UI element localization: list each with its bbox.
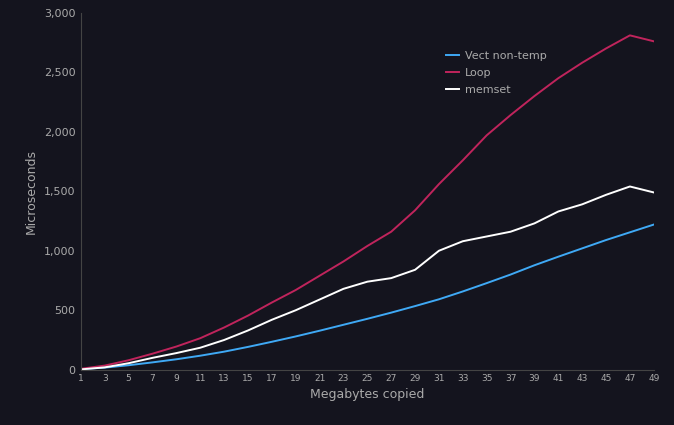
Loop <box>100 363 109 368</box>
Vect non-temp <box>148 360 156 365</box>
Loop <box>244 313 252 318</box>
Vect non-temp <box>315 328 324 333</box>
memset <box>435 248 443 253</box>
Loop <box>196 336 204 341</box>
memset <box>244 328 252 333</box>
Loop <box>173 344 181 349</box>
memset <box>173 351 181 356</box>
Vect non-temp <box>650 222 658 227</box>
Loop <box>363 244 371 249</box>
Loop <box>292 287 300 292</box>
memset <box>148 355 156 360</box>
Vect non-temp <box>77 367 85 372</box>
Loop <box>77 366 85 371</box>
Loop <box>650 39 658 44</box>
Vect non-temp <box>125 363 133 368</box>
memset <box>196 345 204 350</box>
Loop <box>554 76 562 81</box>
Vect non-temp <box>483 280 491 286</box>
memset <box>268 317 276 322</box>
memset <box>530 221 539 226</box>
Loop <box>530 94 539 99</box>
memset <box>387 275 395 281</box>
Loop <box>387 229 395 234</box>
Vect non-temp <box>100 365 109 370</box>
memset <box>459 239 467 244</box>
Loop <box>125 358 133 363</box>
Vect non-temp <box>554 254 562 259</box>
Legend: Vect non-temp, Loop, memset: Vect non-temp, Loop, memset <box>441 47 551 99</box>
Line: Vect non-temp: Vect non-temp <box>81 224 654 369</box>
memset <box>340 286 348 292</box>
Loop <box>315 273 324 278</box>
Vect non-temp <box>387 310 395 315</box>
memset <box>411 267 419 272</box>
memset <box>578 202 586 207</box>
memset <box>315 297 324 302</box>
Vect non-temp <box>602 238 610 243</box>
Loop <box>148 351 156 356</box>
Vect non-temp <box>530 263 539 268</box>
memset <box>626 184 634 189</box>
Loop <box>268 300 276 305</box>
Vect non-temp <box>340 322 348 327</box>
memset <box>650 190 658 195</box>
Loop <box>578 60 586 65</box>
Loop <box>435 181 443 187</box>
Vect non-temp <box>173 357 181 362</box>
Vect non-temp <box>196 353 204 358</box>
Loop <box>340 259 348 264</box>
Loop <box>411 208 419 213</box>
Line: Loop: Loop <box>81 35 654 369</box>
memset <box>125 361 133 366</box>
Loop <box>507 113 515 118</box>
Y-axis label: Microseconds: Microseconds <box>25 149 38 234</box>
memset <box>77 367 85 372</box>
memset <box>507 229 515 234</box>
Vect non-temp <box>459 289 467 294</box>
Vect non-temp <box>292 334 300 339</box>
X-axis label: Megabytes copied: Megabytes copied <box>310 388 425 402</box>
memset <box>363 279 371 284</box>
Loop <box>220 325 228 330</box>
Vect non-temp <box>411 303 419 309</box>
memset <box>554 209 562 214</box>
memset <box>602 192 610 197</box>
Line: memset: memset <box>81 187 654 369</box>
Vect non-temp <box>363 316 371 321</box>
memset <box>100 365 109 370</box>
memset <box>483 234 491 239</box>
Vect non-temp <box>626 230 634 235</box>
Vect non-temp <box>578 246 586 251</box>
Vect non-temp <box>435 297 443 302</box>
Loop <box>483 133 491 138</box>
Loop <box>459 158 467 163</box>
Vect non-temp <box>268 339 276 344</box>
Vect non-temp <box>507 272 515 277</box>
Vect non-temp <box>244 344 252 349</box>
memset <box>220 337 228 343</box>
memset <box>292 308 300 313</box>
Loop <box>626 33 634 38</box>
Vect non-temp <box>220 349 228 354</box>
Loop <box>602 46 610 51</box>
